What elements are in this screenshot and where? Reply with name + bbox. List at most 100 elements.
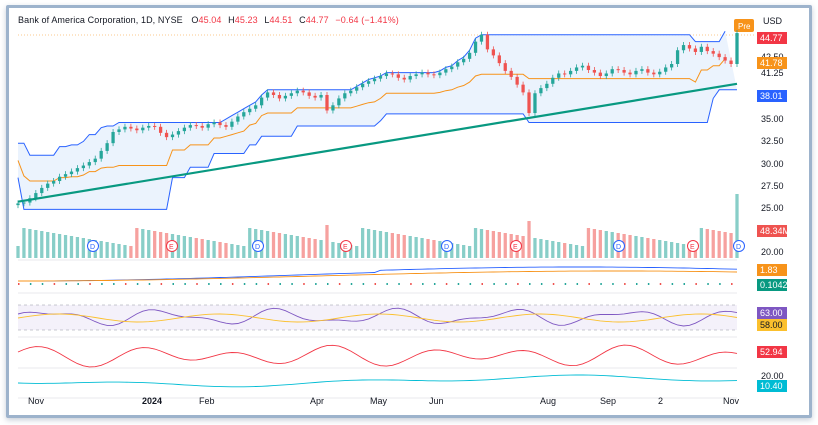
candle-body xyxy=(539,88,543,94)
volume-bar xyxy=(450,243,454,258)
stoch-badge: 52.94 xyxy=(757,346,787,358)
volume-bar xyxy=(485,230,490,258)
candle-body xyxy=(545,83,549,89)
macd-histogram-bar xyxy=(493,283,495,285)
candle-body xyxy=(622,70,626,73)
macd-histogram-bar xyxy=(18,283,20,285)
candle-body xyxy=(509,70,513,77)
macd-histogram-bar xyxy=(362,283,365,285)
candle-body xyxy=(63,174,68,177)
trendline[interactable] xyxy=(17,82,738,203)
macd-histogram-bar xyxy=(398,283,400,285)
basis-price-badge-text: 41.78 xyxy=(760,58,783,68)
candle-body xyxy=(319,94,323,98)
currency-label: USD xyxy=(763,16,783,26)
event-marker[interactable]: D xyxy=(613,240,625,252)
candle-body xyxy=(717,53,721,58)
event-letter: E xyxy=(690,244,695,251)
volume-bar xyxy=(592,229,597,258)
candle-body xyxy=(46,183,50,188)
macd-histogram-bar xyxy=(671,283,674,285)
candle-body xyxy=(705,46,709,52)
adx-badge: 10.40 xyxy=(757,380,787,392)
volume-bar xyxy=(372,230,377,258)
candle-body xyxy=(681,45,686,51)
event-marker[interactable]: D xyxy=(733,240,745,252)
event-marker[interactable]: E xyxy=(687,240,699,252)
event-circle xyxy=(733,240,745,252)
event-circle xyxy=(687,240,699,252)
candle-body xyxy=(99,150,103,159)
volume-bar xyxy=(111,243,115,258)
candle-body xyxy=(592,70,597,73)
symbol-title[interactable]: Bank of America Corporation, 1D, NYSE xyxy=(18,15,183,25)
candle-body xyxy=(527,92,531,114)
volume-bar xyxy=(687,245,692,258)
candle-body xyxy=(658,71,662,75)
volume-bar xyxy=(533,238,537,258)
event-circle xyxy=(510,240,522,252)
macd-histogram-bar xyxy=(529,283,531,285)
event-marker[interactable]: D xyxy=(87,240,99,252)
volume-bar xyxy=(230,244,234,258)
candle-body xyxy=(170,134,175,138)
macd-histogram-bar xyxy=(707,283,709,285)
volume-bar xyxy=(366,229,371,258)
candle-body xyxy=(640,69,644,71)
volume-bar xyxy=(200,239,204,258)
high-label: H xyxy=(228,15,235,25)
candle-body xyxy=(557,73,561,78)
macd-histogram-bar xyxy=(445,283,448,285)
y-tick-label: 30.00 xyxy=(761,159,784,169)
event-marker[interactable]: D xyxy=(252,240,264,252)
rsi-badge-text: 63.00 xyxy=(760,308,783,318)
trend-price-badge-text: 38.01 xyxy=(760,91,783,101)
macd-histogram-bar xyxy=(231,283,234,285)
candle-body xyxy=(361,83,365,88)
event-marker[interactable]: E xyxy=(166,240,178,252)
chart-header: Bank of America Corporation, 1D, NYSE O 4… xyxy=(18,15,399,25)
volume-bar xyxy=(295,236,299,258)
candle-body xyxy=(580,65,585,68)
event-marker[interactable]: E xyxy=(510,240,522,252)
volume-bar xyxy=(141,229,145,258)
macd-histogram-bar xyxy=(374,283,377,285)
volume-bar xyxy=(658,240,662,258)
candle-body xyxy=(628,72,632,75)
candle-body xyxy=(81,165,85,169)
event-letter: D xyxy=(444,244,449,251)
candle-body xyxy=(105,143,109,151)
volume-bar xyxy=(557,242,561,258)
event-marker[interactable]: E xyxy=(340,240,352,252)
macd-histogram-bar xyxy=(433,283,436,285)
stoch-line xyxy=(17,344,738,368)
volume-bar xyxy=(289,235,293,258)
open-label: O xyxy=(191,15,199,25)
candle-body xyxy=(93,158,97,163)
macd-histogram-bar xyxy=(457,283,460,285)
candle-body xyxy=(515,76,519,85)
candle-body xyxy=(301,90,305,93)
volume-badge-bg xyxy=(757,225,787,237)
candle-body xyxy=(259,97,264,106)
volume-bar xyxy=(705,229,709,258)
volume-bar xyxy=(717,231,721,258)
macd-histogram-bar xyxy=(386,283,388,285)
event-letter: D xyxy=(90,244,95,251)
macd-histogram-bar xyxy=(77,283,79,285)
event-circle xyxy=(166,240,178,252)
event-marker[interactable]: D xyxy=(441,240,453,252)
volume-bar xyxy=(40,231,44,258)
volume-bar xyxy=(467,246,472,258)
macd-badge-bg xyxy=(757,264,787,276)
macd-histogram-bar xyxy=(683,283,686,285)
candle-body xyxy=(164,132,169,138)
event-letter: D xyxy=(616,244,621,251)
volume-bar xyxy=(473,228,478,258)
candle-body xyxy=(135,128,139,131)
candle-body xyxy=(408,76,412,80)
volume-bar xyxy=(396,234,400,258)
candle-body xyxy=(16,203,20,206)
low-value: 44.51 xyxy=(269,15,293,25)
